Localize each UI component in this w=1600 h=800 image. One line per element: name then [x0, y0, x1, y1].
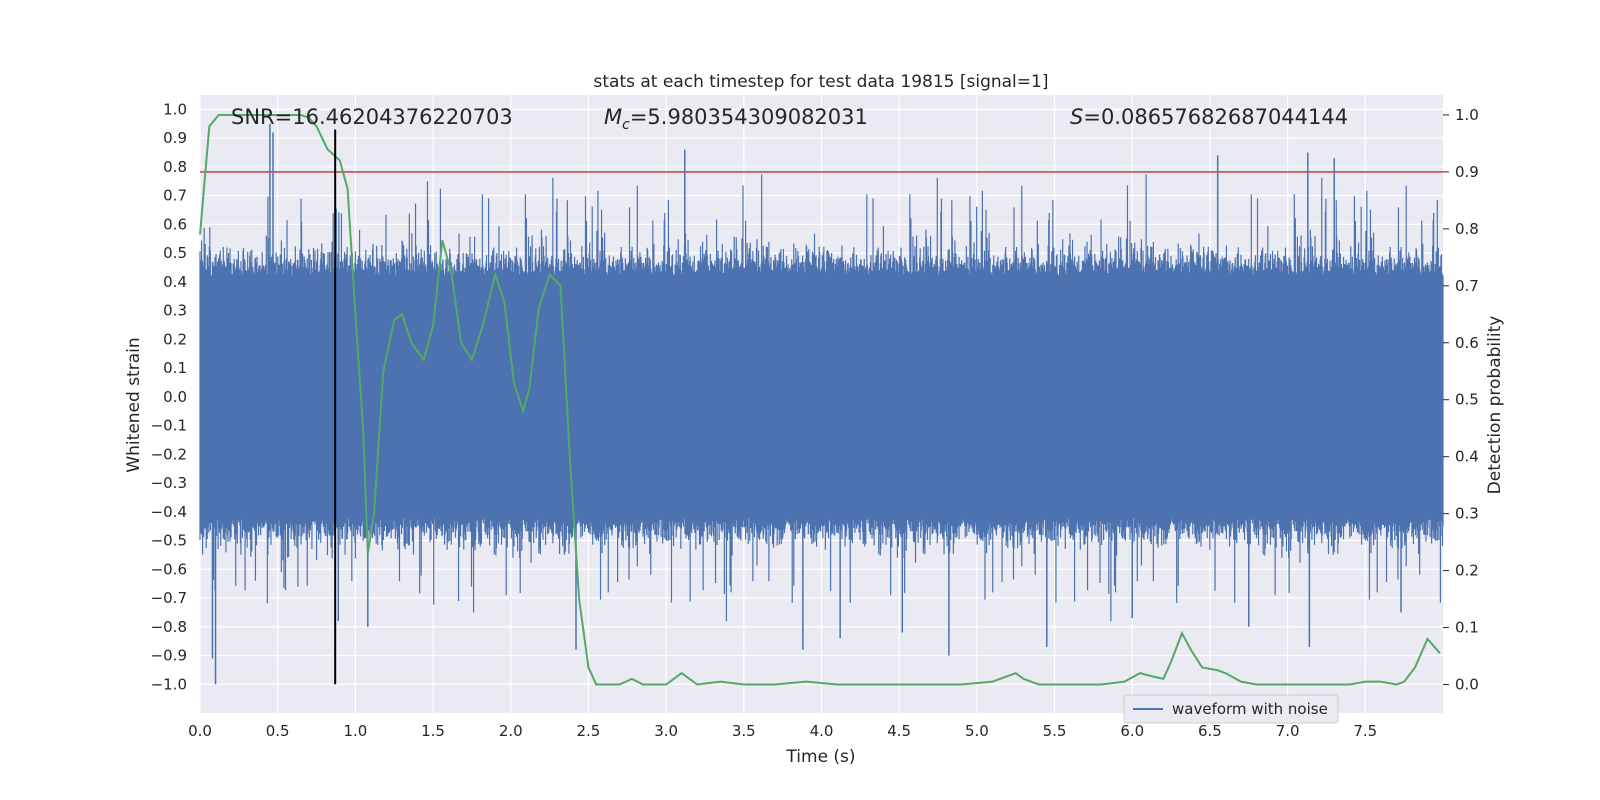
- x-tick-label: 2.5: [577, 722, 601, 740]
- waveform-trace: [199, 174, 1444, 622]
- x-tick-label: 7.0: [1276, 722, 1300, 740]
- y2-tick-label: 0.3: [1455, 505, 1479, 523]
- y2-axis-label: Detection probability: [1485, 316, 1505, 495]
- y-tick-label: 0.6: [163, 215, 187, 233]
- y-tick-label: −1.0: [151, 675, 187, 693]
- y-tick-label: −0.1: [151, 417, 187, 435]
- x-tick-label: 4.5: [887, 722, 911, 740]
- x-tick-label: 5.0: [965, 722, 989, 740]
- y-tick-label: 0.7: [163, 187, 187, 205]
- y2-tick-label: 0.4: [1455, 448, 1479, 466]
- y2-tick-label: 0.0: [1455, 676, 1479, 694]
- y2-tick-label: 0.6: [1455, 334, 1479, 352]
- legend-box: [1123, 694, 1339, 724]
- y2-tick-label: 1.0: [1455, 106, 1479, 124]
- y-tick-label: 0.5: [163, 244, 187, 262]
- y2-tick-label: 0.2: [1455, 562, 1479, 580]
- snr-annotation: SNR=16.46204376220703: [231, 105, 513, 129]
- y2-tick-label: 0.7: [1455, 277, 1479, 295]
- y-tick-label: −0.8: [151, 618, 187, 636]
- x-tick-label: 6.5: [1198, 722, 1222, 740]
- x-tick-label: 7.5: [1353, 722, 1377, 740]
- chirp-mass-value: =5.980354309082031: [630, 105, 868, 129]
- y2-tick-label: 0.1: [1455, 619, 1479, 637]
- y-tick-label: −0.3: [151, 474, 187, 492]
- detection-probability-series: [199, 113, 1441, 686]
- x-tick-label: 2.0: [499, 722, 523, 740]
- x-tick-label: 3.0: [654, 722, 678, 740]
- y-tick-label: 0.1: [163, 359, 187, 377]
- y-tick-label: 0.2: [163, 330, 187, 348]
- y-tick-label: −0.7: [151, 589, 187, 607]
- y-axis-label: Whitened strain: [124, 337, 144, 472]
- chart-title: stats at each timestep for test data 198…: [594, 72, 1049, 92]
- y-tick-labels: 1.0 0.9 0.8 0.7 0.6 0.5 0.4 0.3 0.2 0.1 0.0 −0.1 −0.…: [151, 100, 187, 693]
- y-tick-label: 1.0: [163, 100, 187, 118]
- x-tick-label: 3.5: [732, 722, 756, 740]
- y-tick-label: −0.9: [151, 647, 187, 665]
- y-tick-label: 0.3: [163, 302, 187, 320]
- y-tick-label: 0.4: [163, 273, 187, 291]
- y2-tick-label: 0.8: [1455, 220, 1479, 238]
- legend-label: waveform with noise: [1172, 700, 1328, 718]
- chirp-mass-annotation: Mc=5.980354309082031: [604, 105, 868, 133]
- y-tick-label: 0.0: [163, 388, 187, 406]
- s-annotation: S=0.08657682687044144: [1070, 105, 1348, 129]
- y2-tick-labels: 1.0 0.9 0.8 0.7 0.6 0.5 0.4 0.3 0.2 0.1 0.0: [1443, 106, 1479, 694]
- x-tick-label: 4.0: [810, 722, 834, 740]
- x-tick-label: 0.0: [188, 722, 212, 740]
- y-tick-label: −0.4: [151, 503, 187, 521]
- x-tick-label: 0.5: [266, 722, 290, 740]
- x-tick-label: 1.5: [421, 722, 445, 740]
- y-tick-label: −0.6: [151, 560, 187, 578]
- y-tick-label: −0.2: [151, 445, 187, 463]
- y-tick-label: 0.9: [163, 129, 187, 147]
- s-symbol: S: [1070, 105, 1083, 129]
- y-tick-label: 0.8: [163, 158, 187, 176]
- y-tick-label: −0.5: [151, 532, 187, 550]
- chirp-mass-symbol: M: [604, 105, 622, 129]
- legend: waveform with noise: [1123, 694, 1339, 724]
- waveform-with-noise-series: [199, 123, 1444, 685]
- y2-tick-label: 0.9: [1455, 163, 1479, 181]
- x-tick-label: 6.0: [1120, 722, 1144, 740]
- x-axis-label: Time (s): [785, 747, 855, 767]
- x-tick-label: 1.0: [343, 722, 367, 740]
- chirp-mass-subscript: c: [622, 117, 630, 133]
- y2-tick-label: 0.5: [1455, 391, 1479, 409]
- x-tick-labels: 0.0 0.5 1.0 1.5 2.0 2.5 3.0 3.5 4.0 4.5 5.0 5.5 6.0 6…: [188, 722, 1377, 740]
- x-tick-label: 5.5: [1043, 722, 1067, 740]
- s-value: =0.08657682687044144: [1083, 105, 1348, 129]
